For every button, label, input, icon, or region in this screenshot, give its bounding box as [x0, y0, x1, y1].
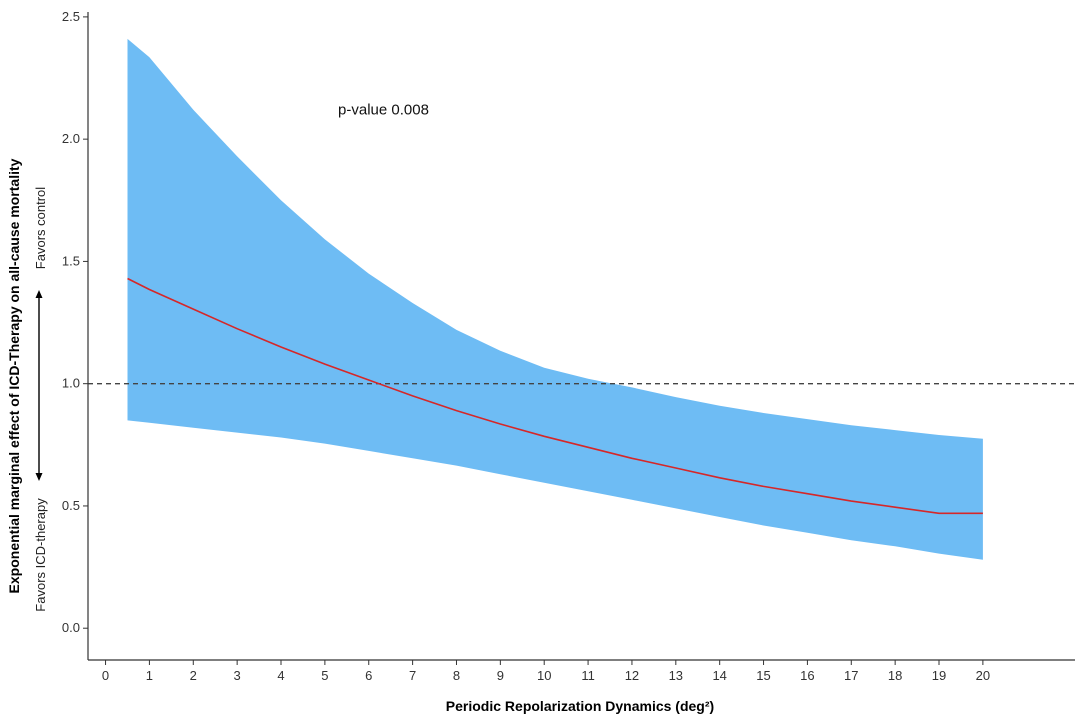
x-tick-label: 18 [888, 668, 902, 683]
estimate-line [127, 277, 983, 515]
y-tick-label: 0.0 [62, 620, 80, 635]
x-tick-label: 8 [453, 668, 460, 683]
favors-icd-therapy-label: Favors ICD-therapy [33, 498, 48, 612]
x-tick-label: 7 [409, 668, 416, 683]
x-tick-label: 5 [321, 668, 328, 683]
x-tick-label: 13 [669, 668, 683, 683]
x-tick-label: 6 [365, 668, 372, 683]
y-tick-label: 2.5 [62, 9, 80, 24]
axes [87, 12, 1075, 661]
x-tick-label: 15 [756, 668, 770, 683]
x-tick-label: 12 [625, 668, 639, 683]
estimate-line-layer [127, 277, 983, 515]
y-tick-label: 2.0 [62, 131, 80, 146]
x-tick-label: 2 [190, 668, 197, 683]
x-tick-label: 17 [844, 668, 858, 683]
y-axis-title: Exponential marginal effect of ICD-Thera… [6, 158, 22, 593]
x-tick-label: 20 [976, 668, 990, 683]
x-tick-label: 16 [800, 668, 814, 683]
y-tick-label: 1.5 [62, 253, 80, 268]
x-tick-label: 11 [581, 668, 595, 683]
y-ticks: 0.0 0.5 1.0 1.5 2.0 2.5 [62, 9, 88, 635]
direction-double-arrow [35, 290, 43, 481]
x-tick-label: 0 [102, 668, 109, 683]
p-value-annotation: p-value 0.008 [338, 102, 429, 119]
favors-control-label: Favors control [33, 187, 48, 269]
confidence-band [127, 38, 983, 560]
x-ticks: 0 1 2 3 4 5 6 7 8 9 10 11 12 13 14 15 16 17 18 19 20 [102, 660, 990, 683]
x-tick-label: 14 [712, 668, 726, 683]
x-axis-title: Periodic Repolarization Dynamics (deg²) [446, 698, 714, 714]
x-tick-label: 10 [537, 668, 551, 683]
y-tick-label: 0.5 [62, 498, 80, 513]
x-tick-label: 19 [932, 668, 946, 683]
y-tick-label: 1.0 [62, 376, 80, 391]
x-tick-label: 4 [277, 668, 284, 683]
confidence-band-layer [127, 38, 983, 560]
x-tick-label: 3 [234, 668, 241, 683]
x-tick-label: 1 [146, 668, 153, 683]
x-tick-label: 9 [497, 668, 504, 683]
